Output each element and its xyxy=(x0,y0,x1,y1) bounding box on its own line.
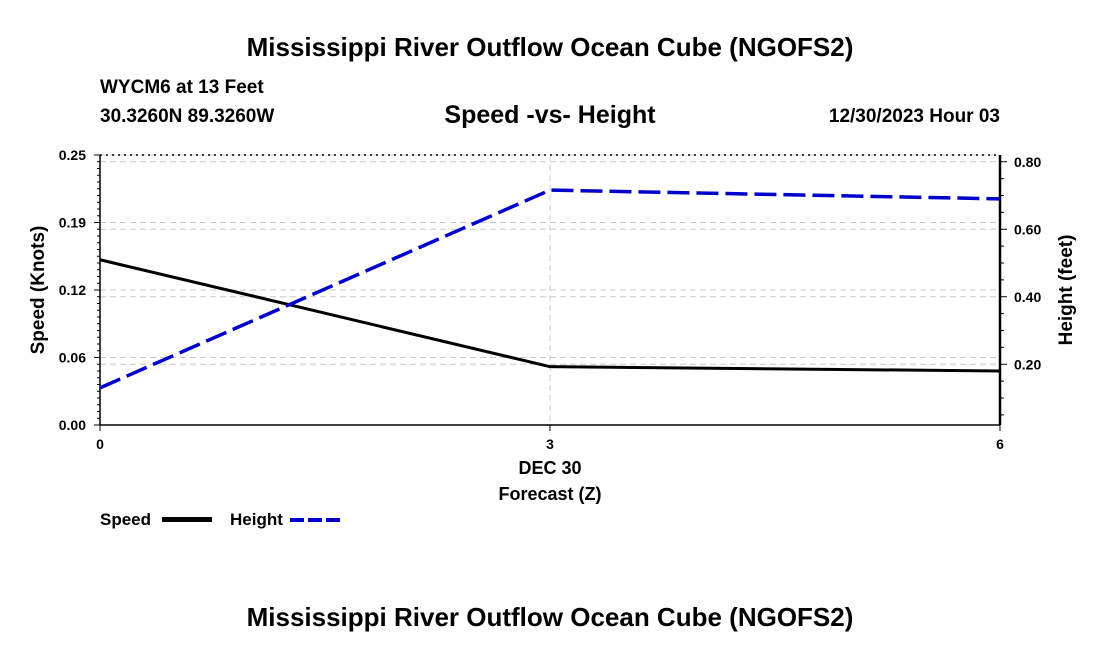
y-left-tick-label: 0.25 xyxy=(59,147,86,163)
series-line-height xyxy=(99,188,1001,390)
axes xyxy=(94,154,1007,431)
y-right-tick-label: 0.80 xyxy=(1014,154,1041,170)
legend-height-label: Height xyxy=(230,510,283,529)
y-left-tick-label: 0.06 xyxy=(59,350,86,366)
x-date-label: DEC 30 xyxy=(518,458,582,478)
legend-speed-label: Speed xyxy=(100,510,152,529)
grid xyxy=(100,154,1000,426)
y-left-tick-label: 0.19 xyxy=(59,215,86,231)
y-right-axis-label: Height (feet) xyxy=(1056,235,1077,346)
legend-speed-swatch xyxy=(162,517,212,522)
x-axis-label: Forecast (Z) xyxy=(498,484,602,504)
x-tick-label: 0 xyxy=(96,436,104,452)
chart-subtitle: Speed -vs- Height xyxy=(444,101,656,129)
x-tick-label: 6 xyxy=(996,436,1004,452)
x-tick-label: 3 xyxy=(546,436,554,452)
chart-title: Mississippi River Outflow Ocean Cube (NG… xyxy=(246,32,854,62)
y-right-tick-label: 0.20 xyxy=(1014,356,1041,372)
y-left-tick-label: 0.12 xyxy=(59,282,86,298)
y-left-tick-label: 0.00 xyxy=(59,417,86,433)
y-left-axis-label: Speed (Knots) xyxy=(28,226,49,355)
station-label: WYCM6 at 13 Feet xyxy=(100,77,264,98)
datetime-label: 12/30/2023 Hour 03 xyxy=(828,106,1000,127)
legend-height-swatch xyxy=(290,518,342,522)
series xyxy=(99,188,1001,390)
series-line-speed xyxy=(99,258,1001,373)
tick-labels: 0.00 0.06 0.12 0.19 0.25 0.20 0.40 0.60 0.80 0 3 6 S… xyxy=(28,147,1077,452)
y-right-tick-label: 0.60 xyxy=(1014,221,1041,237)
location-label: 30.3260N 89.3260W xyxy=(100,106,275,127)
y-right-tick-label: 0.40 xyxy=(1014,289,1041,305)
footer-title: Mississippi River Outflow Ocean Cube (NG… xyxy=(246,602,854,632)
